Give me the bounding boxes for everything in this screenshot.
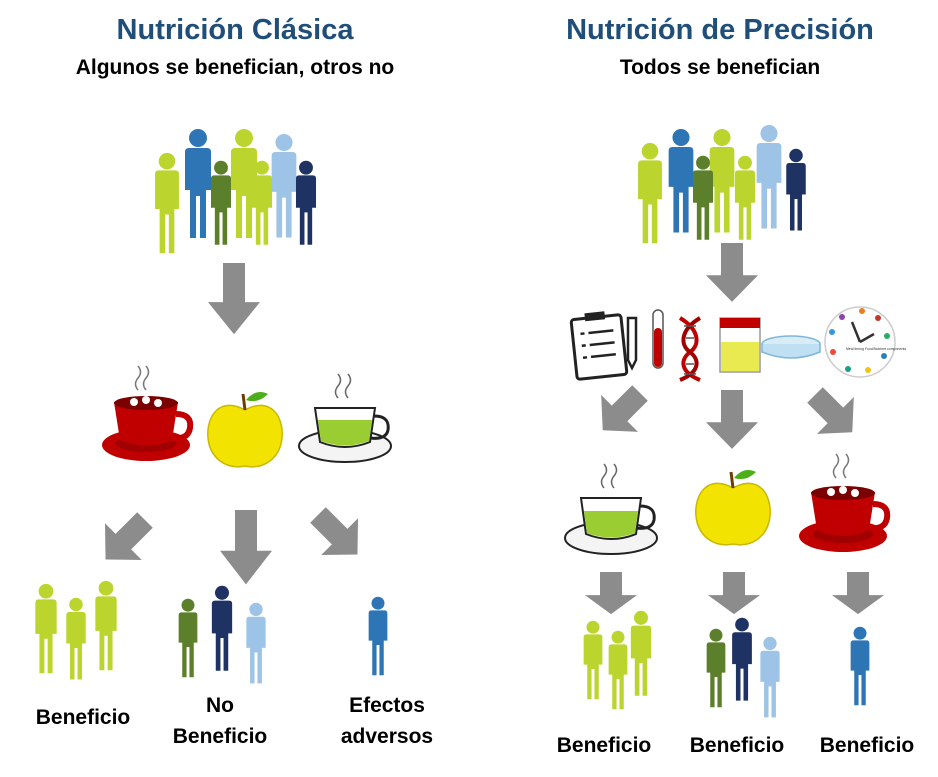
person-icon <box>185 129 211 238</box>
arrow-down-icon <box>708 572 760 615</box>
person-icon <box>668 128 694 233</box>
right-outcome-label-2: Beneficio <box>689 734 785 757</box>
label-line: Efectos <box>349 694 425 717</box>
person-icon <box>35 583 57 674</box>
label-line: No <box>206 694 234 717</box>
left-group-adverse <box>368 596 388 676</box>
person-icon <box>66 597 86 680</box>
left-subtitle: Algunos se benefician, otros no <box>75 56 395 79</box>
urine-sample-icon <box>719 317 761 373</box>
right-outcome-label-3: Beneficio <box>819 734 915 757</box>
label-line: adversos <box>340 725 434 748</box>
petri-dish-icon <box>761 335 821 359</box>
arrow-diagonal-right-icon <box>299 496 376 573</box>
arrow-diagonal-right-icon <box>796 376 871 451</box>
right-crowd-group <box>638 124 806 244</box>
left-hot-cocoa-icon <box>102 365 194 461</box>
left-group-benefit <box>35 580 117 680</box>
right-apple-icon <box>695 470 771 546</box>
right-outcome-label-1: Beneficio <box>556 734 652 757</box>
left-title: Nutrición Clásica <box>116 14 354 46</box>
arrow-down-icon <box>208 263 260 335</box>
person-icon <box>786 148 806 231</box>
person-icon <box>850 626 870 706</box>
arrow-diagonal-left-icon <box>87 501 164 578</box>
left-green-tea-icon <box>298 373 392 463</box>
right-group-2 <box>706 617 780 718</box>
left-apple-icon <box>207 392 283 468</box>
person-icon <box>246 602 266 684</box>
arrow-down-icon <box>832 572 884 615</box>
right-subtitle: Todos se benefician <box>619 56 821 79</box>
left-outcome-label-benefit: Beneficio <box>18 702 148 733</box>
person-icon <box>734 155 756 240</box>
person-icon <box>368 596 388 676</box>
person-icon <box>583 620 603 700</box>
arrow-down-icon <box>585 572 637 615</box>
person-icon <box>608 630 628 710</box>
meal-timing-clock-icon: Meal timing Food/Nutrient components <box>824 306 906 378</box>
person-icon <box>295 160 317 245</box>
dna-icon <box>678 316 702 382</box>
clipboard-icon <box>569 311 638 381</box>
arrow-down-icon <box>706 243 758 302</box>
clock-caption: Meal timing Food/Nutrient components <box>846 347 906 351</box>
person-icon <box>638 142 662 244</box>
label-line: Beneficio <box>35 706 131 729</box>
right-group-3 <box>850 626 870 706</box>
arrow-down-icon <box>706 390 758 449</box>
left-outcome-label-no-benefit: No Beneficio <box>155 690 285 752</box>
arrow-diagonal-left-icon <box>584 374 659 449</box>
person-icon <box>630 610 652 696</box>
left-outcome-label-adverse: Efectos adversos <box>322 690 452 752</box>
right-title: Nutrición de Precisión <box>566 14 874 46</box>
test-tube-icon <box>652 309 664 369</box>
person-icon <box>760 636 780 718</box>
person-icon <box>756 124 782 229</box>
person-icon <box>211 585 233 671</box>
right-hot-cocoa-icon <box>799 453 891 552</box>
left-group-no-benefit <box>178 585 266 684</box>
left-crowd-group <box>155 129 317 254</box>
person-icon <box>210 160 232 245</box>
person-icon <box>709 128 735 233</box>
person-icon <box>95 580 117 671</box>
label-line: Beneficio <box>172 725 268 748</box>
right-green-tea-icon <box>564 463 658 555</box>
arrow-down-icon <box>220 510 272 585</box>
person-icon <box>155 152 179 254</box>
person-icon <box>732 617 752 701</box>
person-icon <box>271 133 297 238</box>
right-group-1 <box>583 610 652 710</box>
person-icon <box>178 598 198 678</box>
person-icon <box>706 628 726 708</box>
